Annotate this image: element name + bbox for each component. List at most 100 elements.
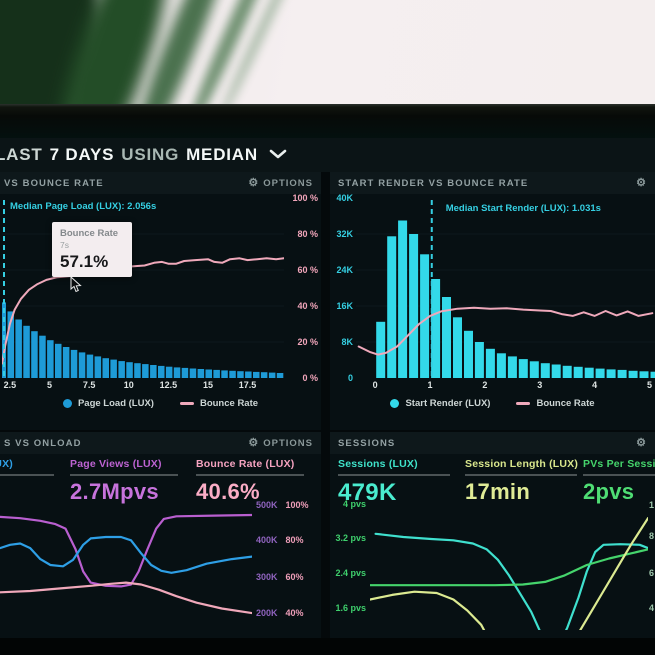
options-button[interactable]: ⚙ <box>636 177 647 189</box>
histogram-bar <box>496 353 506 378</box>
histogram-bar <box>94 356 102 378</box>
axis-tick-label: 1 <box>427 380 433 390</box>
metric-value: 2pvs <box>583 479 635 504</box>
options-button[interactable]: ⚙ <box>636 436 647 449</box>
histogram-bar <box>474 342 484 378</box>
metric-label: Session Length (LUX) <box>465 458 579 470</box>
axis-tick-label: 8 <box>649 531 655 542</box>
histogram-bar <box>507 356 517 378</box>
axis-tick-label: 80% <box>285 535 304 546</box>
axis-row: 300K 60% <box>256 572 304 582</box>
histogram-bar <box>118 361 125 378</box>
startrender-histogram-chart: Median Start Render (LUX): 1.031s <box>356 198 655 378</box>
gear-icon: ⚙ <box>636 436 647 449</box>
histogram-bar <box>62 347 70 378</box>
histogram-bar <box>420 254 430 378</box>
panel-title: SESSIONS <box>338 437 396 449</box>
axis-tick-label: 15 <box>202 380 213 390</box>
hover-tooltip: Bounce Rate 7s 57.1% <box>52 222 132 277</box>
histogram-bar <box>464 330 473 378</box>
histogram-bar <box>562 365 572 378</box>
dual-right-axis: 500K 100% 400K 80% 300K 60% 200K 40% <box>256 500 318 630</box>
histogram-bar <box>595 368 605 378</box>
clipped-right-axis: 1 8 6 4 <box>649 500 655 630</box>
histogram-bar <box>387 236 397 378</box>
axis-tick-label: 6 <box>649 567 655 578</box>
histogram-bar <box>260 372 268 378</box>
metric-value: 17min <box>465 479 531 504</box>
histogram-bar <box>205 369 212 378</box>
histogram-bar <box>221 370 228 378</box>
histogram-bar <box>650 371 655 378</box>
histogram-bar <box>606 369 616 378</box>
panel-header: SESSIONS ⚙ <box>330 432 655 454</box>
histogram-bar <box>158 365 165 378</box>
gear-icon: ⚙ <box>248 176 260 189</box>
histogram-bar <box>617 369 627 378</box>
seconds-axis: 0 1 2 3 4 5 <box>356 380 655 392</box>
date-range-dropdown[interactable]: LAST 7 DAYS USING MEDIAN <box>0 145 287 165</box>
tooltip-title: Bounce Rate <box>60 228 119 239</box>
metric-label: (LUX) <box>0 458 13 470</box>
histogram-bar <box>529 361 539 378</box>
series-line-icon <box>179 402 194 405</box>
chart-legend: Page Load (LUX) Bounce Rate <box>0 398 321 409</box>
axis-tick-label: 4 <box>592 380 598 390</box>
axis-tick-label: 7.5 <box>82 380 96 390</box>
axis-tick-label: 8K <box>341 337 353 347</box>
histogram-bar <box>55 343 62 378</box>
panel-title: START RENDER VS BOUNCE RATE <box>338 177 529 189</box>
legend-item[interactable]: Start Render (LUX) <box>390 398 490 409</box>
chevron-down-icon[interactable] <box>269 146 287 164</box>
histogram-bar <box>540 363 550 378</box>
line-series <box>0 581 252 615</box>
axis-tick-label: 4 pvs <box>342 498 366 509</box>
legend-item[interactable]: Bounce Rate <box>516 398 595 409</box>
panel-title: VS BOUNCE RATE <box>4 177 104 189</box>
line-series <box>357 306 654 356</box>
axis-tick-label: 60% <box>285 571 304 582</box>
histogram-bar <box>15 319 22 378</box>
axis-tick-label: 2 <box>482 380 488 390</box>
line-series <box>0 535 252 574</box>
histogram-bar <box>39 335 46 378</box>
options-button[interactable]: ⚙ OPTIONS <box>248 437 313 449</box>
dashboard-header: LAST 7 DAYS USING MEDIAN <box>0 138 655 172</box>
chart-legend: Start Render (LUX) Bounce Rate <box>330 398 655 409</box>
histogram-bar <box>134 363 141 378</box>
header-segment: USING <box>121 145 180 164</box>
axis-tick-label: 2.4 pvs <box>335 567 366 578</box>
series-line-icon <box>516 402 531 405</box>
histogram-bar <box>126 362 133 378</box>
metric-session-length: Session Length (LUX) 17min <box>465 458 578 505</box>
histogram-bar <box>573 366 583 378</box>
axis-tick-label: 3.2 pvs <box>335 532 366 543</box>
metric-value: 2.7Mpvs <box>70 479 159 504</box>
options-button[interactable]: ⚙ OPTIONS <box>248 176 313 189</box>
onload-trend-chart <box>0 500 252 630</box>
panel-vs-onload: S VS ONLOAD ⚙ OPTIONS (LUX) Page Views (… <box>0 432 321 638</box>
legend-item[interactable]: Page Load (LUX) <box>62 398 154 409</box>
dashboard-screen: LAST 7 DAYS USING MEDIAN VS BOUNCE RATE … <box>0 138 655 655</box>
axis-tick-label: 16K <box>336 301 353 311</box>
line-series <box>370 548 648 587</box>
histogram-bar <box>197 369 205 378</box>
histogram-bar <box>431 279 441 378</box>
metric-onload: (LUX) <box>0 458 56 476</box>
legend-label: Start Render (LUX) <box>405 398 491 409</box>
panel-startrender-vs-bounce: START RENDER VS BOUNCE RATE ⚙ 40K 32K 24K 1… <box>330 172 655 430</box>
legend-item[interactable]: Bounce Rate <box>179 398 258 409</box>
axis-tick-label: 40 % <box>297 301 318 311</box>
series-dot-icon <box>62 399 72 408</box>
median-annotation: Median Start Render (LUX): 1.031s <box>445 203 601 214</box>
legend-label: Page Load (LUX) <box>77 398 154 409</box>
axis-tick-label: 32K <box>336 229 353 239</box>
axis-tick-label: 1 <box>649 500 655 511</box>
mouse-cursor-icon <box>70 275 83 298</box>
panel-header: VS BOUNCE RATE ⚙ OPTIONS <box>0 172 321 194</box>
histogram-bar <box>268 372 276 378</box>
axis-tick-label: 40% <box>285 607 304 618</box>
histogram-bar <box>518 359 528 378</box>
axis-tick-label: 5 <box>47 380 53 390</box>
